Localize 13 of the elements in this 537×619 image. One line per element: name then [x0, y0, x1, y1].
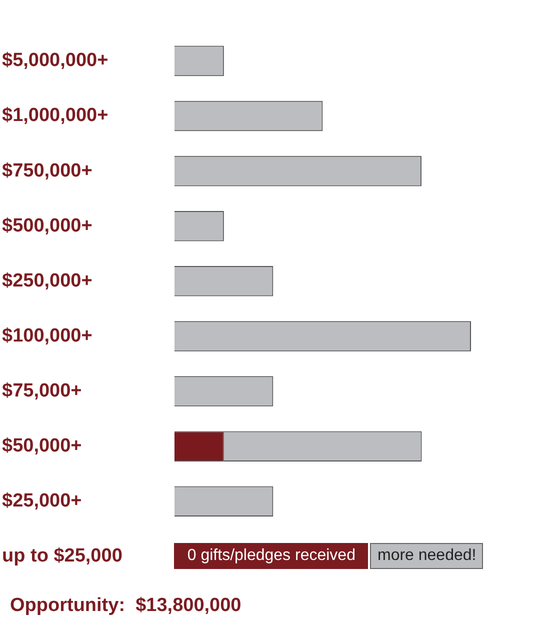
y-tick-label: $250,000+ [2, 270, 92, 292]
y-tick-label: $1,000,000+ [2, 105, 108, 126]
y-tick-label: $100,000+ [2, 325, 92, 346]
annotation: more needed! [370, 543, 484, 570]
y-tick-label: $25,000+ [2, 490, 82, 512]
text: Opportunity: $13,800,000 [10, 595, 242, 616]
y-tick-label: up to $25,000 [2, 546, 122, 567]
y-tick-label: $50,000+ [2, 436, 82, 457]
y-tick-label: $75,000+ [2, 380, 82, 402]
y-tick-label: $5,000,000+ [2, 50, 108, 72]
y-tick-label: $500,000+ [2, 215, 92, 236]
annotation: 0 gifts/pledges received [174, 543, 368, 570]
y-tick-label: $750,000+ [2, 160, 92, 182]
